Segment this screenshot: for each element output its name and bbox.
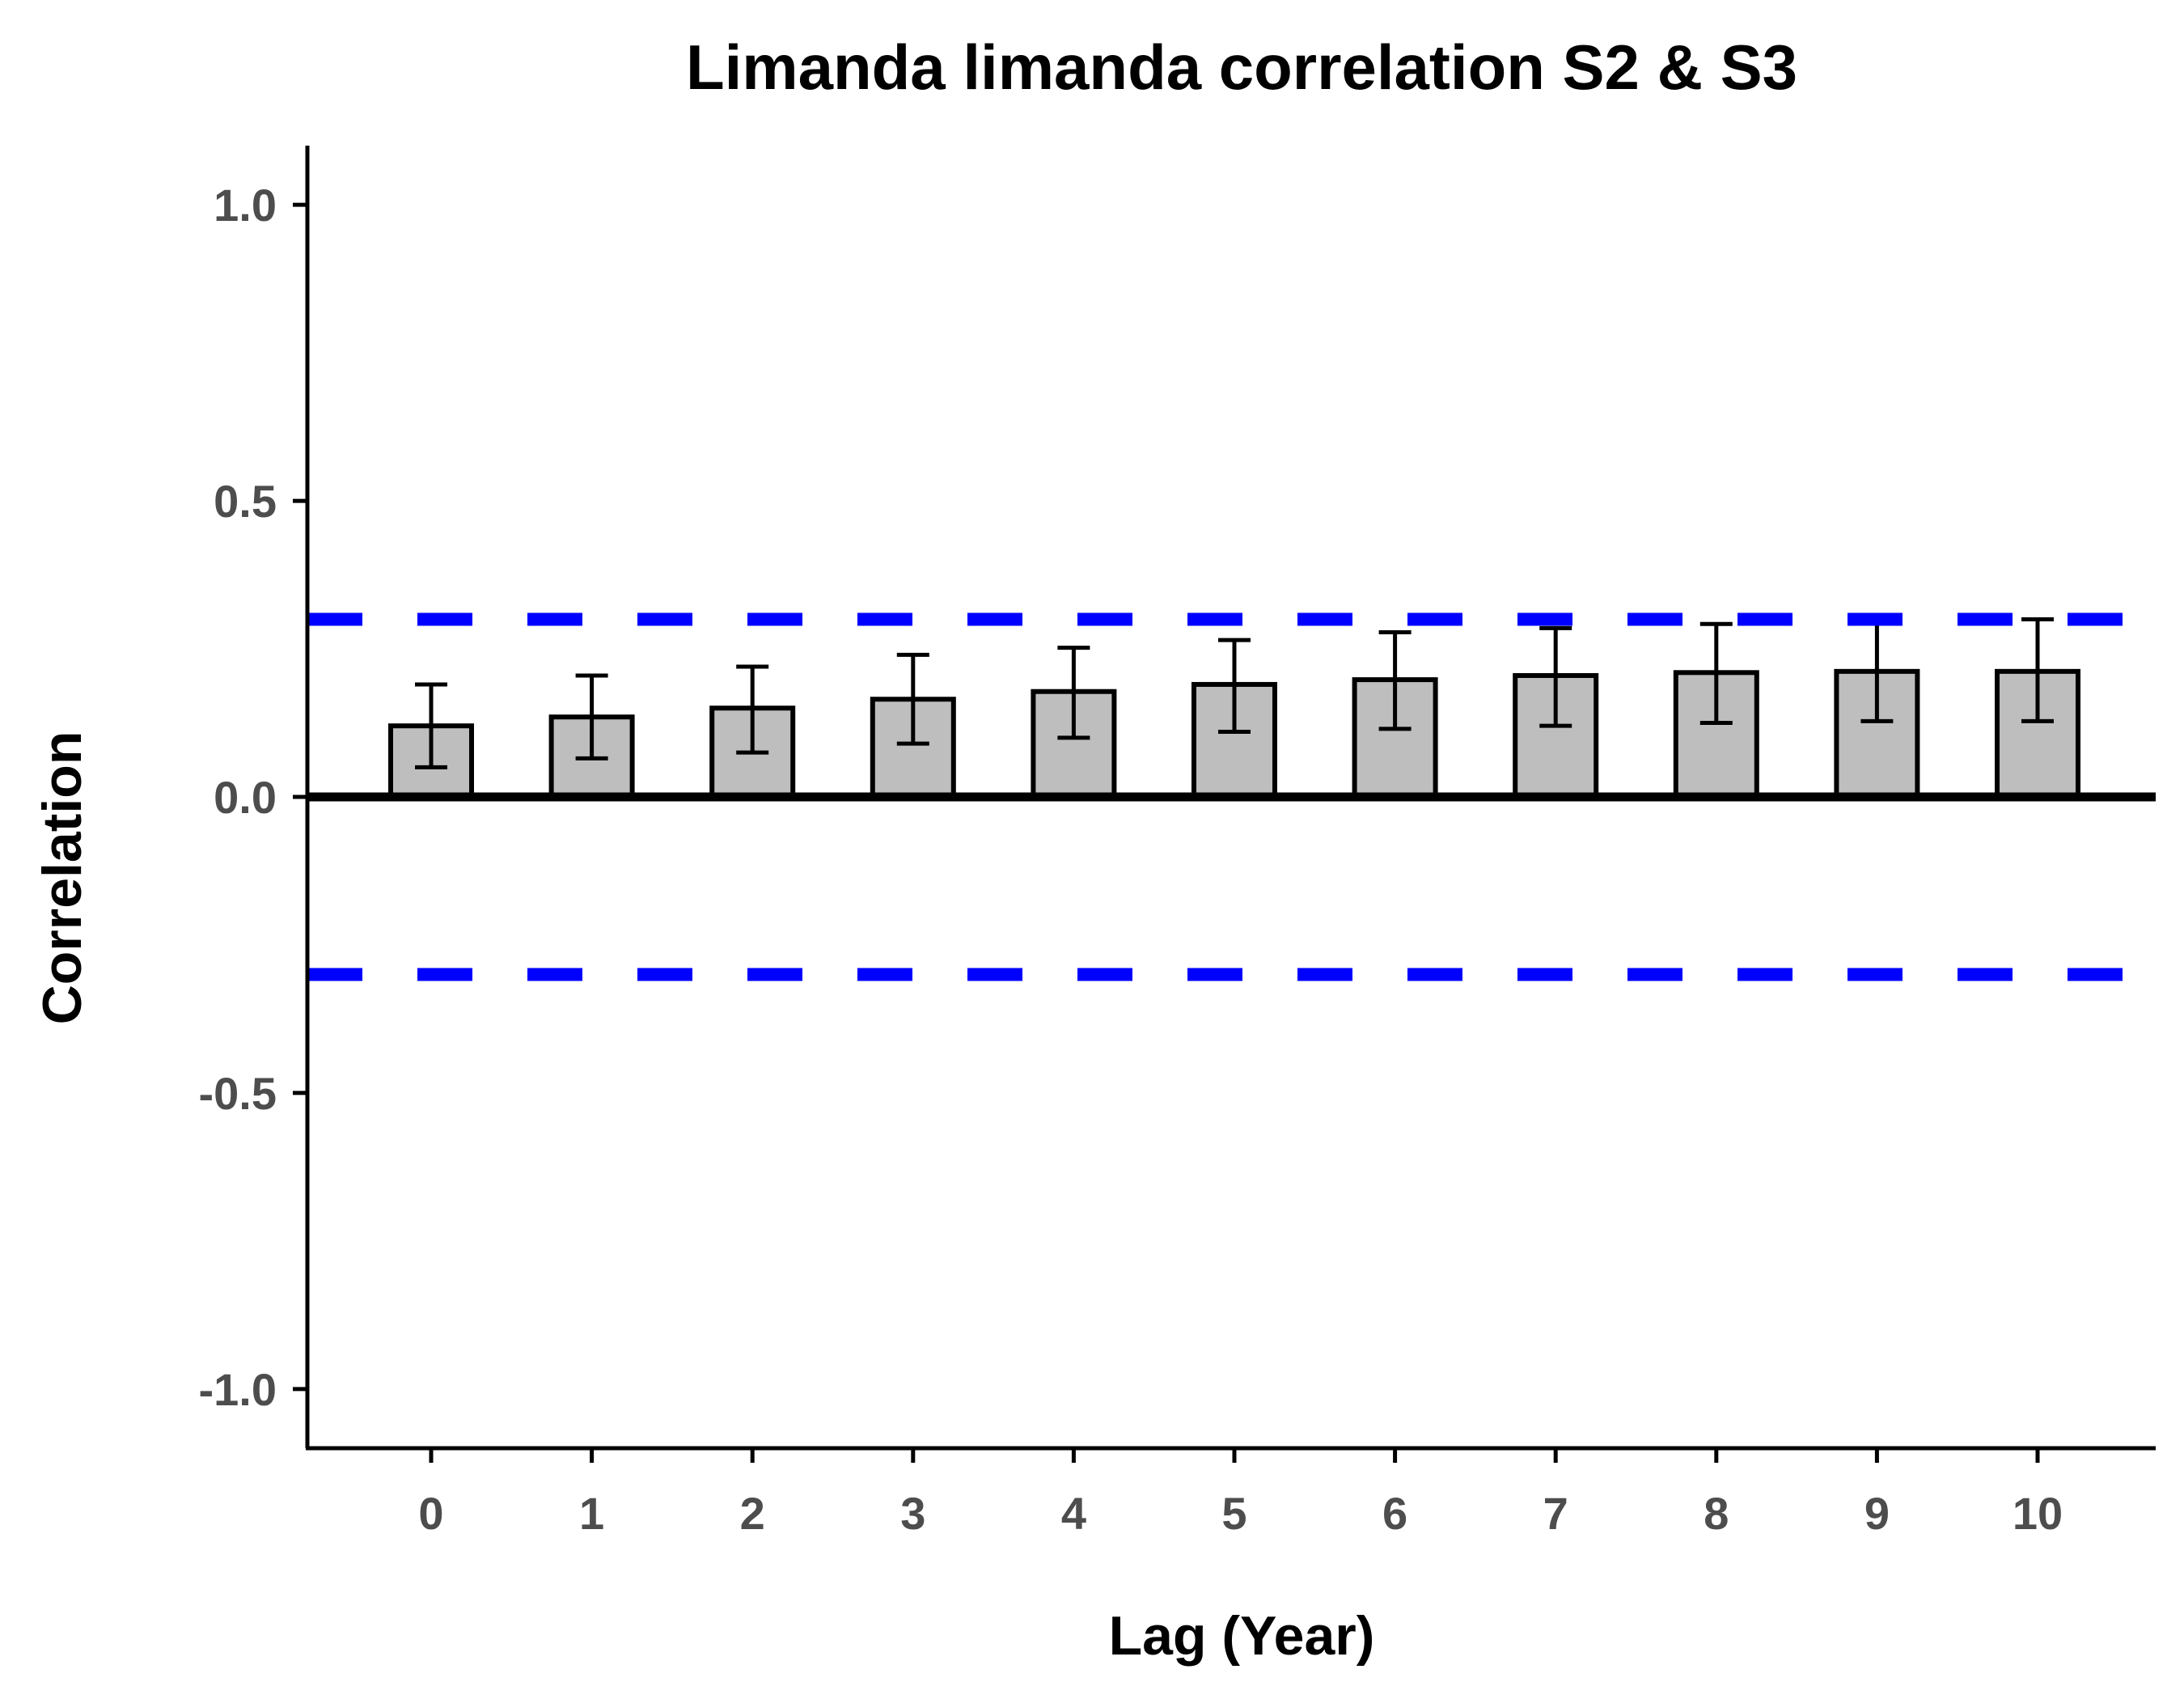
- plot-area: -1.0 -0.5 0.0 0.5 1.0 0 1 2 3 4 5 6 7 8 9 10: [199, 146, 2156, 1539]
- bar-lag-3: [870, 697, 956, 799]
- y-tick-label: -1.0: [199, 1364, 277, 1415]
- x-tick-label: 5: [1221, 1488, 1246, 1539]
- chart-title: Limanda limanda correlation S2 & S3: [686, 32, 1797, 103]
- x-tick-label: 6: [1382, 1488, 1407, 1539]
- x-tick-label: 2: [740, 1488, 765, 1539]
- y-axis-title: Correlation: [32, 731, 93, 1025]
- x-tick-label: 4: [1061, 1488, 1086, 1539]
- x-tick-label: 9: [1864, 1488, 1890, 1539]
- x-tick-label: 1: [579, 1488, 604, 1539]
- y-tick-label: -0.5: [199, 1068, 277, 1119]
- y-tick-label: 1.0: [214, 180, 277, 231]
- y-tick-label: 0.5: [214, 476, 277, 527]
- x-axis-title: Lag (Year): [1109, 1605, 1375, 1667]
- x-tick-label: 8: [1704, 1488, 1729, 1539]
- x-tick-label: 10: [2013, 1488, 2063, 1539]
- x-tick-label: 0: [418, 1488, 443, 1539]
- x-tick-label: 7: [1543, 1488, 1568, 1539]
- x-tick-label: 3: [900, 1488, 925, 1539]
- y-tick-label: 0.0: [214, 772, 277, 823]
